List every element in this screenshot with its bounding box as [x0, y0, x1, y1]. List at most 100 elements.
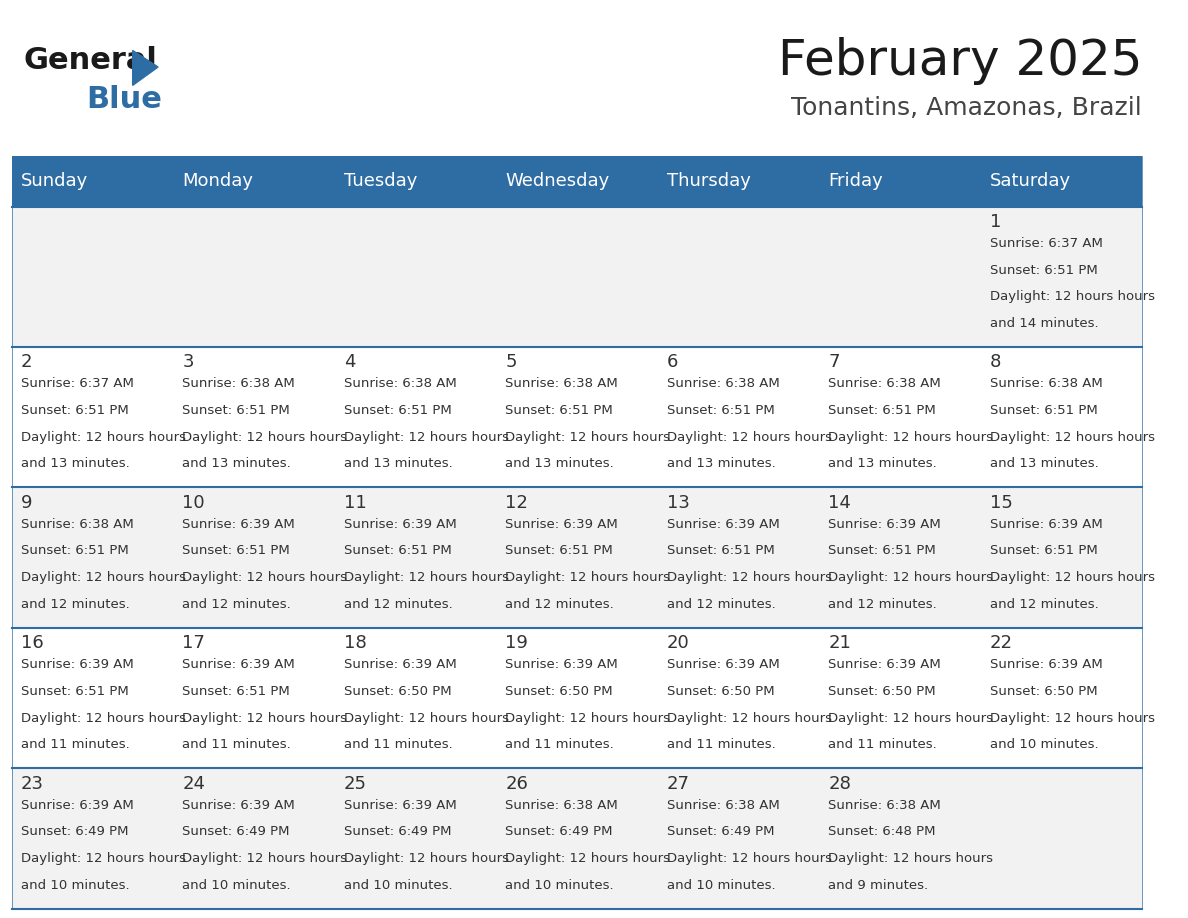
Text: Sunrise: 6:38 AM: Sunrise: 6:38 AM [828, 799, 941, 812]
Text: Sunset: 6:51 PM: Sunset: 6:51 PM [20, 404, 128, 417]
Text: Sunset: 6:51 PM: Sunset: 6:51 PM [666, 544, 775, 557]
Text: Sunrise: 6:38 AM: Sunrise: 6:38 AM [343, 377, 456, 390]
Text: and 12 minutes.: and 12 minutes. [505, 598, 614, 610]
Text: Sunset: 6:51 PM: Sunset: 6:51 PM [990, 263, 1098, 276]
Text: 7: 7 [828, 353, 840, 372]
Text: 21: 21 [828, 634, 852, 653]
Text: and 11 minutes.: and 11 minutes. [20, 738, 129, 751]
Text: Sunset: 6:49 PM: Sunset: 6:49 PM [343, 825, 451, 838]
Text: Sunrise: 6:37 AM: Sunrise: 6:37 AM [990, 237, 1102, 250]
Text: Sunrise: 6:39 AM: Sunrise: 6:39 AM [990, 658, 1102, 671]
Text: Sunrise: 6:39 AM: Sunrise: 6:39 AM [182, 658, 295, 671]
Text: Daylight: 12 hours hours: Daylight: 12 hours hours [505, 431, 670, 443]
Text: Daylight: 12 hours hours: Daylight: 12 hours hours [20, 431, 185, 443]
Text: 26: 26 [505, 775, 529, 793]
Text: Sunset: 6:51 PM: Sunset: 6:51 PM [182, 685, 290, 698]
Text: 10: 10 [182, 494, 204, 512]
Text: Daylight: 12 hours hours: Daylight: 12 hours hours [182, 711, 347, 724]
Text: 3: 3 [182, 353, 194, 372]
Text: 5: 5 [505, 353, 517, 372]
Text: Sunset: 6:51 PM: Sunset: 6:51 PM [828, 404, 936, 417]
Text: Sunrise: 6:38 AM: Sunrise: 6:38 AM [505, 377, 618, 390]
Text: Sunset: 6:49 PM: Sunset: 6:49 PM [505, 825, 613, 838]
Text: Sunrise: 6:39 AM: Sunrise: 6:39 AM [505, 518, 618, 531]
Text: Thursday: Thursday [666, 173, 751, 190]
Text: Daylight: 12 hours hours: Daylight: 12 hours hours [990, 571, 1155, 584]
Text: Daylight: 12 hours hours: Daylight: 12 hours hours [343, 711, 508, 724]
Text: Daylight: 12 hours hours: Daylight: 12 hours hours [343, 431, 508, 443]
Text: and 10 minutes.: and 10 minutes. [666, 879, 776, 891]
Text: Daylight: 12 hours hours: Daylight: 12 hours hours [20, 852, 185, 865]
Text: and 12 minutes.: and 12 minutes. [182, 598, 291, 610]
Text: Tonantins, Amazonas, Brazil: Tonantins, Amazonas, Brazil [791, 96, 1142, 120]
Text: and 12 minutes.: and 12 minutes. [666, 598, 776, 610]
Text: Sunrise: 6:38 AM: Sunrise: 6:38 AM [20, 518, 133, 531]
Text: and 9 minutes.: and 9 minutes. [828, 879, 929, 891]
Text: 13: 13 [666, 494, 690, 512]
Text: and 12 minutes.: and 12 minutes. [343, 598, 453, 610]
Text: and 10 minutes.: and 10 minutes. [343, 879, 453, 891]
Text: and 13 minutes.: and 13 minutes. [828, 457, 937, 470]
Text: 17: 17 [182, 634, 206, 653]
Text: 8: 8 [990, 353, 1001, 372]
Text: 4: 4 [343, 353, 355, 372]
Text: Wednesday: Wednesday [505, 173, 609, 190]
Text: Daylight: 12 hours hours: Daylight: 12 hours hours [828, 571, 993, 584]
Text: 2: 2 [20, 353, 32, 372]
Bar [980, 768, 1142, 909]
Text: Daylight: 12 hours hours: Daylight: 12 hours hours [990, 431, 1155, 443]
Bar [980, 628, 1142, 768]
Text: Daylight: 12 hours hours: Daylight: 12 hours hours [666, 571, 832, 584]
Text: 9: 9 [20, 494, 32, 512]
Text: Sunrise: 6:39 AM: Sunrise: 6:39 AM [182, 799, 295, 812]
Bar [173, 487, 335, 628]
Bar [173, 628, 335, 768]
Text: Daylight: 12 hours hours: Daylight: 12 hours hours [666, 431, 832, 443]
Text: 11: 11 [343, 494, 367, 512]
Text: Sunrise: 6:39 AM: Sunrise: 6:39 AM [182, 518, 295, 531]
Bar [173, 347, 335, 487]
Text: Daylight: 12 hours hours: Daylight: 12 hours hours [20, 571, 185, 584]
Text: Sunset: 6:49 PM: Sunset: 6:49 PM [666, 825, 775, 838]
Text: Sunrise: 6:39 AM: Sunrise: 6:39 AM [828, 658, 941, 671]
Text: and 10 minutes.: and 10 minutes. [505, 879, 614, 891]
Bar [980, 487, 1142, 628]
Text: Sunrise: 6:38 AM: Sunrise: 6:38 AM [990, 377, 1102, 390]
Text: Sunset: 6:51 PM: Sunset: 6:51 PM [990, 544, 1098, 557]
Text: Sunset: 6:49 PM: Sunset: 6:49 PM [182, 825, 290, 838]
Text: 12: 12 [505, 494, 529, 512]
Text: Daylight: 12 hours hours: Daylight: 12 hours hours [505, 711, 670, 724]
Bar [335, 487, 497, 628]
Bar [12, 347, 173, 487]
Bar [497, 347, 658, 487]
Bar [980, 207, 1142, 347]
Text: and 13 minutes.: and 13 minutes. [990, 457, 1099, 470]
Text: Daylight: 12 hours hours: Daylight: 12 hours hours [343, 571, 508, 584]
Bar [335, 768, 497, 909]
Text: Sunset: 6:51 PM: Sunset: 6:51 PM [828, 544, 936, 557]
Text: Daylight: 12 hours hours: Daylight: 12 hours hours [828, 852, 993, 865]
Bar [497, 628, 658, 768]
Text: Daylight: 12 hours hours: Daylight: 12 hours hours [20, 711, 185, 724]
Text: Sunset: 6:51 PM: Sunset: 6:51 PM [182, 544, 290, 557]
Bar [12, 156, 173, 207]
Text: and 10 minutes.: and 10 minutes. [990, 738, 1099, 751]
Text: Sunrise: 6:39 AM: Sunrise: 6:39 AM [20, 799, 133, 812]
Text: Daylight: 12 hours hours: Daylight: 12 hours hours [990, 711, 1155, 724]
Text: Sunset: 6:51 PM: Sunset: 6:51 PM [343, 544, 451, 557]
Text: Sunrise: 6:38 AM: Sunrise: 6:38 AM [666, 377, 779, 390]
Text: Sunrise: 6:39 AM: Sunrise: 6:39 AM [343, 799, 456, 812]
Text: Sunrise: 6:38 AM: Sunrise: 6:38 AM [182, 377, 295, 390]
Polygon shape [133, 50, 158, 85]
Bar [820, 768, 980, 909]
Bar [820, 207, 980, 347]
Text: Sunset: 6:50 PM: Sunset: 6:50 PM [828, 685, 936, 698]
Bar [820, 628, 980, 768]
Text: Blue: Blue [87, 85, 163, 115]
Bar [173, 768, 335, 909]
Text: Sunset: 6:51 PM: Sunset: 6:51 PM [20, 685, 128, 698]
Bar [820, 156, 980, 207]
Text: Daylight: 12 hours hours: Daylight: 12 hours hours [666, 711, 832, 724]
Text: Monday: Monday [182, 173, 253, 190]
Text: Sunrise: 6:39 AM: Sunrise: 6:39 AM [505, 658, 618, 671]
